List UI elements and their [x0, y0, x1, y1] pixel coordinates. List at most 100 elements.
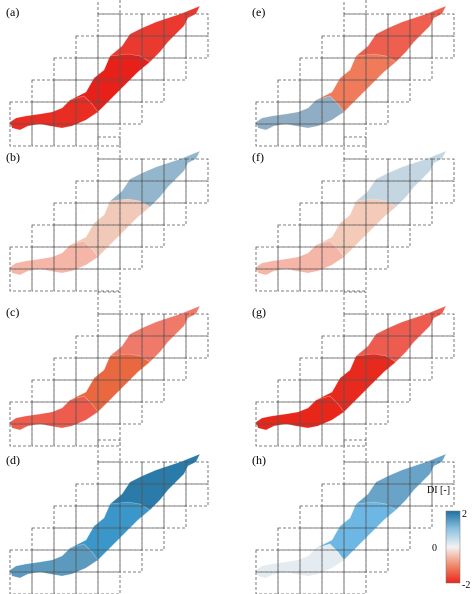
grid-cell	[277, 571, 301, 594]
grid-cell	[163, 505, 187, 529]
grid-cell	[53, 202, 77, 226]
legend-tick-max: 2	[462, 509, 467, 520]
grid-cell	[75, 202, 99, 226]
grid-cell	[431, 35, 455, 59]
legend-colorbar	[445, 510, 461, 584]
panel-label: (e)	[252, 5, 265, 19]
grid-cells	[9, 439, 209, 594]
legend-tick-zero: 0	[432, 543, 437, 554]
grid-cell	[299, 357, 323, 381]
grid-cell	[141, 379, 165, 403]
grid-cell	[321, 35, 345, 59]
grid-cells	[9, 0, 209, 147]
grid-cell	[75, 483, 99, 507]
grid-cell	[387, 379, 411, 403]
grid-cell	[321, 180, 345, 204]
map-panel-a: (a)	[6, 0, 209, 147]
grid-cell	[75, 57, 99, 81]
panel-label: (d)	[6, 453, 20, 467]
grid-cell	[97, 13, 121, 37]
panel-label: (b)	[6, 150, 20, 164]
grid-cell	[141, 527, 165, 551]
grid-cell	[75, 268, 99, 292]
grid-cell	[365, 246, 389, 270]
legend-tick-min: -2	[462, 580, 470, 591]
grid-cell	[277, 268, 301, 292]
grid-cell	[75, 357, 99, 381]
grid-cell	[343, 0, 367, 15]
grid-cell	[97, 123, 121, 147]
grid-cell	[31, 527, 55, 551]
grid-cell	[431, 335, 455, 359]
map-panel-d: (d)	[6, 439, 209, 594]
grid-cell	[343, 268, 367, 292]
grid-cell	[31, 224, 55, 248]
grid-cell	[97, 291, 121, 315]
grid-cell	[343, 313, 367, 337]
map-panel-g: (g)	[252, 291, 455, 447]
grid-cell	[53, 357, 77, 381]
grid-cell	[387, 527, 411, 551]
grid-cell	[141, 79, 165, 103]
grid-cell	[97, 571, 121, 594]
grid-cell	[321, 57, 345, 81]
panel-label: (c)	[6, 305, 19, 319]
grid-cell	[343, 461, 367, 485]
grid-cell	[97, 313, 121, 337]
grid-cell	[277, 423, 301, 447]
grid-cell	[97, 0, 121, 15]
grid-cell	[31, 379, 55, 403]
grid-cell	[343, 291, 367, 315]
map-panel-c: (c)	[6, 291, 209, 447]
grid-cell	[321, 268, 345, 292]
grid-cell	[31, 423, 55, 447]
grid-cell	[343, 571, 367, 594]
grid-cell	[321, 423, 345, 447]
panel-label: (a)	[6, 5, 19, 19]
grid-cell	[97, 461, 121, 485]
grid-cell	[321, 123, 345, 147]
grid-cell	[409, 202, 433, 226]
grid-cell	[53, 505, 77, 529]
grid-cell	[185, 180, 209, 204]
grid-cell	[141, 224, 165, 248]
grid-cell	[321, 335, 345, 359]
grid-cell	[321, 357, 345, 381]
grid-cell	[321, 505, 345, 529]
map-panel-b: (b)	[6, 136, 209, 292]
grid-cell	[163, 202, 187, 226]
grid-cell	[343, 423, 367, 447]
grid-cell	[277, 123, 301, 147]
grid-cell	[277, 527, 301, 551]
grid-cell	[185, 335, 209, 359]
grid-cell	[97, 136, 121, 160]
grid-cell	[409, 357, 433, 381]
grid-cell	[343, 439, 367, 463]
grid-cell	[75, 571, 99, 594]
grid-cell	[299, 505, 323, 529]
map-panels: (a) (b) (c) (d) (e) (f) (g) (h)	[6, 0, 455, 594]
grid-cell	[119, 549, 143, 573]
grid-cell	[321, 571, 345, 594]
grid-cell	[321, 202, 345, 226]
grid-cell	[31, 123, 55, 147]
grid-cell	[321, 483, 345, 507]
grid-cell	[97, 268, 121, 292]
grid-cell	[163, 57, 187, 81]
grid-cell	[299, 202, 323, 226]
grid-cell	[365, 101, 389, 125]
grid-cells	[255, 291, 455, 447]
grid-cell	[409, 505, 433, 529]
grid-cell	[277, 379, 301, 403]
grid-cell	[31, 268, 55, 292]
panel-label: (g)	[252, 305, 266, 319]
grid-cells	[255, 136, 455, 292]
grid-cell	[365, 401, 389, 425]
grid-cell	[185, 35, 209, 59]
grid-cell	[299, 57, 323, 81]
grid-cell	[97, 439, 121, 463]
grid-cell	[97, 158, 121, 182]
legend-title: DI [-]	[427, 485, 450, 496]
grid-cell	[431, 180, 455, 204]
